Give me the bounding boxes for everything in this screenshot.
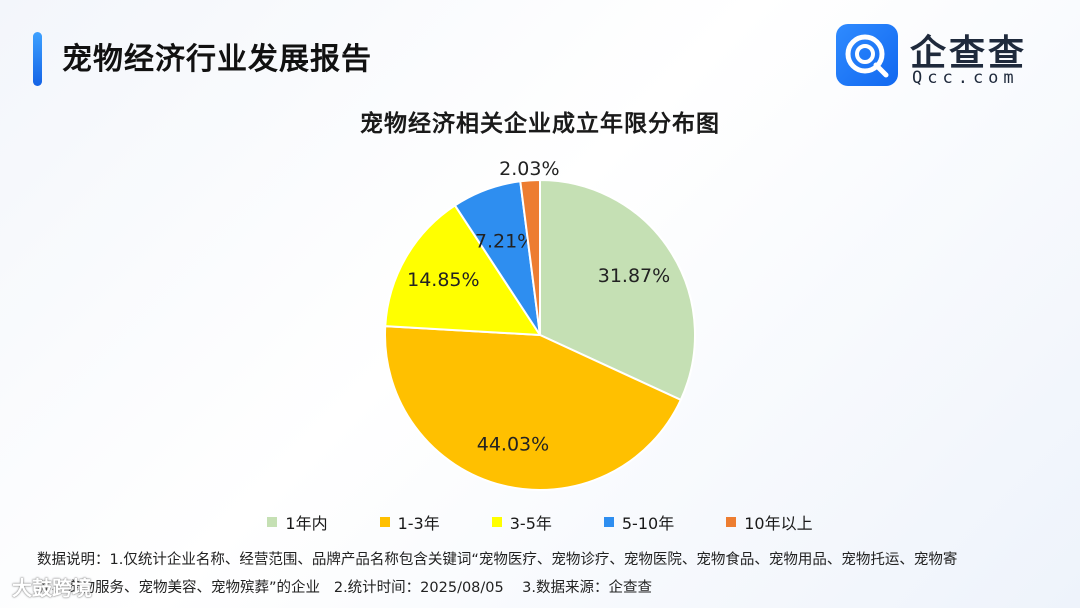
- legend-item-3: 3-5年: [491, 510, 552, 534]
- chart-title: 宠物经济相关企业成立年限分布图: [360, 111, 720, 137]
- qcc-logo-icon: [836, 24, 898, 86]
- pie-slice-2: [384, 325, 683, 491]
- pie-slice-1: [539, 178, 696, 402]
- legend-item-2: 1-3年: [379, 510, 440, 534]
- report-title: 宠物经济行业发展报告: [62, 42, 372, 77]
- chart-legend: 1年内 1-3年 3-5年 5-10年 10年以上: [0, 510, 1080, 534]
- watermark: 大鼓跨境: [12, 576, 92, 600]
- pie-data-label-2: 44.03%: [477, 433, 549, 455]
- legend-label: 1-3年: [397, 514, 440, 533]
- legend-item-4: 5-10年: [603, 510, 675, 534]
- logo-english-text: Qcc.com: [912, 68, 1019, 88]
- data-note-line-2: 养、宠物服务、宠物美容、宠物殡葬”的企业 2.统计时间：2025/08/05 3…: [37, 580, 653, 596]
- title-accent-bar: [33, 32, 42, 86]
- legend-swatch: [267, 517, 278, 527]
- pie-slice-5: [519, 178, 541, 336]
- pie-slice-3: [384, 204, 542, 337]
- legend-item-1: 1年内: [267, 510, 328, 534]
- legend-swatch: [603, 517, 614, 527]
- qcc-logo: 企查查 Qcc.com: [836, 24, 1046, 90]
- legend-label: 3-5年: [509, 514, 552, 533]
- data-note-line-1: 数据说明：1.仅统计企业名称、经营范围、品牌产品名称包含关键词“宠物医疗、宠物诊…: [37, 552, 958, 568]
- legend-label: 1年内: [285, 514, 328, 533]
- legend-swatch: [379, 517, 390, 527]
- legend-label: 10年以上: [744, 514, 813, 533]
- legend-swatch: [491, 517, 502, 527]
- logo-chinese-text: 企查查: [910, 33, 1028, 74]
- pie-data-label-5: 2.03%: [499, 158, 559, 180]
- data-note: 数据说明：1.仅统计企业名称、经营范围、品牌产品名称包含关键词“宠物医疗、宠物诊…: [37, 546, 1047, 602]
- legend-swatch: [726, 517, 737, 527]
- legend-item-5: 10年以上: [726, 510, 813, 534]
- pie-data-label-4: 7.21%: [475, 231, 535, 253]
- pie-data-label-3: 14.85%: [407, 269, 479, 291]
- legend-label: 5-10年: [621, 514, 675, 533]
- pie-data-label-1: 31.87%: [598, 265, 670, 287]
